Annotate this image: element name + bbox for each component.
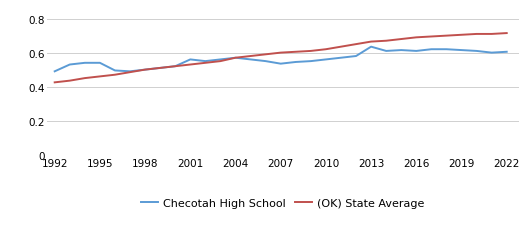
Line: Checotah High School: Checotah High School <box>54 47 507 72</box>
(OK) State Average <box>413 37 419 40</box>
(OK) State Average <box>428 36 434 39</box>
Checotah High School <box>428 49 434 51</box>
(OK) State Average <box>127 71 133 74</box>
Checotah High School <box>112 70 118 73</box>
(OK) State Average <box>338 46 344 49</box>
Checotah High School <box>82 62 88 65</box>
Checotah High School <box>263 60 269 63</box>
(OK) State Average <box>458 34 465 37</box>
Checotah High School <box>368 46 374 49</box>
Checotah High School <box>172 65 178 68</box>
Checotah High School <box>443 49 450 51</box>
Checotah High School <box>232 57 238 60</box>
Checotah High School <box>157 67 163 70</box>
(OK) State Average <box>112 74 118 77</box>
(OK) State Average <box>398 38 405 41</box>
(OK) State Average <box>172 65 178 68</box>
(OK) State Average <box>383 40 389 43</box>
Legend: Checotah High School, (OK) State Average: Checotah High School, (OK) State Average <box>137 194 429 213</box>
Checotah High School <box>308 60 314 63</box>
Checotah High School <box>278 63 284 66</box>
Checotah High School <box>413 50 419 53</box>
(OK) State Average <box>232 57 238 60</box>
Checotah High School <box>383 50 389 53</box>
Checotah High School <box>473 50 479 53</box>
(OK) State Average <box>353 44 359 46</box>
(OK) State Average <box>323 49 329 51</box>
(OK) State Average <box>292 51 299 54</box>
Checotah High School <box>97 62 103 65</box>
(OK) State Average <box>504 33 510 35</box>
Checotah High School <box>353 55 359 58</box>
Checotah High School <box>458 49 465 52</box>
(OK) State Average <box>473 33 479 36</box>
Checotah High School <box>488 52 495 55</box>
(OK) State Average <box>82 77 88 80</box>
Checotah High School <box>292 61 299 64</box>
Checotah High School <box>67 64 73 67</box>
(OK) State Average <box>157 67 163 70</box>
(OK) State Average <box>51 82 58 84</box>
Checotah High School <box>323 59 329 62</box>
(OK) State Average <box>263 54 269 57</box>
(OK) State Average <box>97 76 103 79</box>
(OK) State Average <box>217 60 224 63</box>
(OK) State Average <box>247 55 254 58</box>
(OK) State Average <box>488 33 495 36</box>
(OK) State Average <box>142 69 148 72</box>
Checotah High School <box>217 59 224 62</box>
Checotah High School <box>247 59 254 62</box>
Checotah High School <box>504 51 510 54</box>
Checotah High School <box>51 71 58 73</box>
Checotah High School <box>127 71 133 73</box>
(OK) State Average <box>67 80 73 83</box>
Checotah High School <box>187 59 193 62</box>
Checotah High School <box>398 49 405 52</box>
Line: (OK) State Average: (OK) State Average <box>54 34 507 83</box>
(OK) State Average <box>187 64 193 67</box>
(OK) State Average <box>443 35 450 38</box>
Checotah High School <box>142 69 148 72</box>
(OK) State Average <box>278 52 284 55</box>
(OK) State Average <box>308 50 314 53</box>
Checotah High School <box>202 60 209 63</box>
(OK) State Average <box>202 62 209 65</box>
(OK) State Average <box>368 41 374 44</box>
Checotah High School <box>338 57 344 60</box>
